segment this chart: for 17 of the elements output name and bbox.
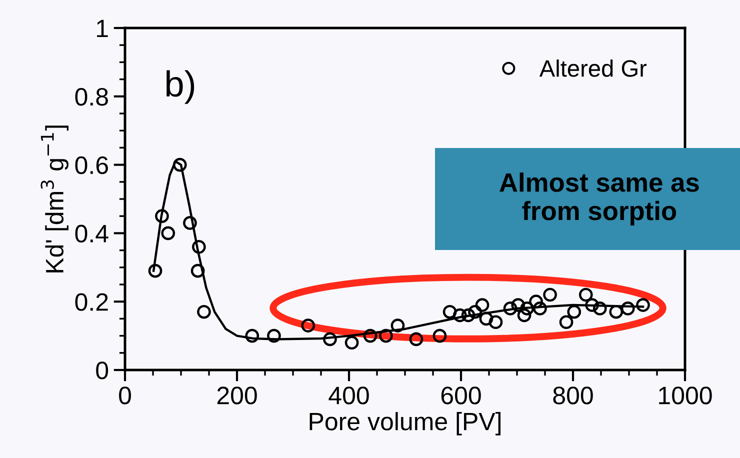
x-tick-label: 600 — [441, 386, 481, 404]
y-tick-label: 0 — [96, 362, 108, 380]
y-axis-title: Kd' [dm$^{3}$ g$^{−1}$] — [40, 126, 68, 272]
annotation: b) — [166, 70, 194, 104]
legend-label: Altered Gr — [539, 60, 647, 77]
y-tick-label: 0.8 — [75, 88, 108, 106]
y-tick-label: 0.4 — [75, 224, 108, 243]
y-tick-label: 0.2 — [75, 293, 108, 311]
annotation: Almost same as from sorptio — [500, 172, 699, 226]
y-tick-label: 1 — [97, 20, 108, 38]
x-tick-label: 200 — [217, 386, 257, 404]
y-tick-label: 0.6 — [75, 156, 108, 174]
x-tick-label: 400 — [328, 386, 369, 404]
x-tick-label: 0 — [119, 386, 131, 404]
x-axis-title: Pore volume [PV] — [310, 412, 500, 436]
x-tick-label: 800 — [553, 386, 593, 404]
x-tick-label: 1000 — [659, 386, 712, 404]
